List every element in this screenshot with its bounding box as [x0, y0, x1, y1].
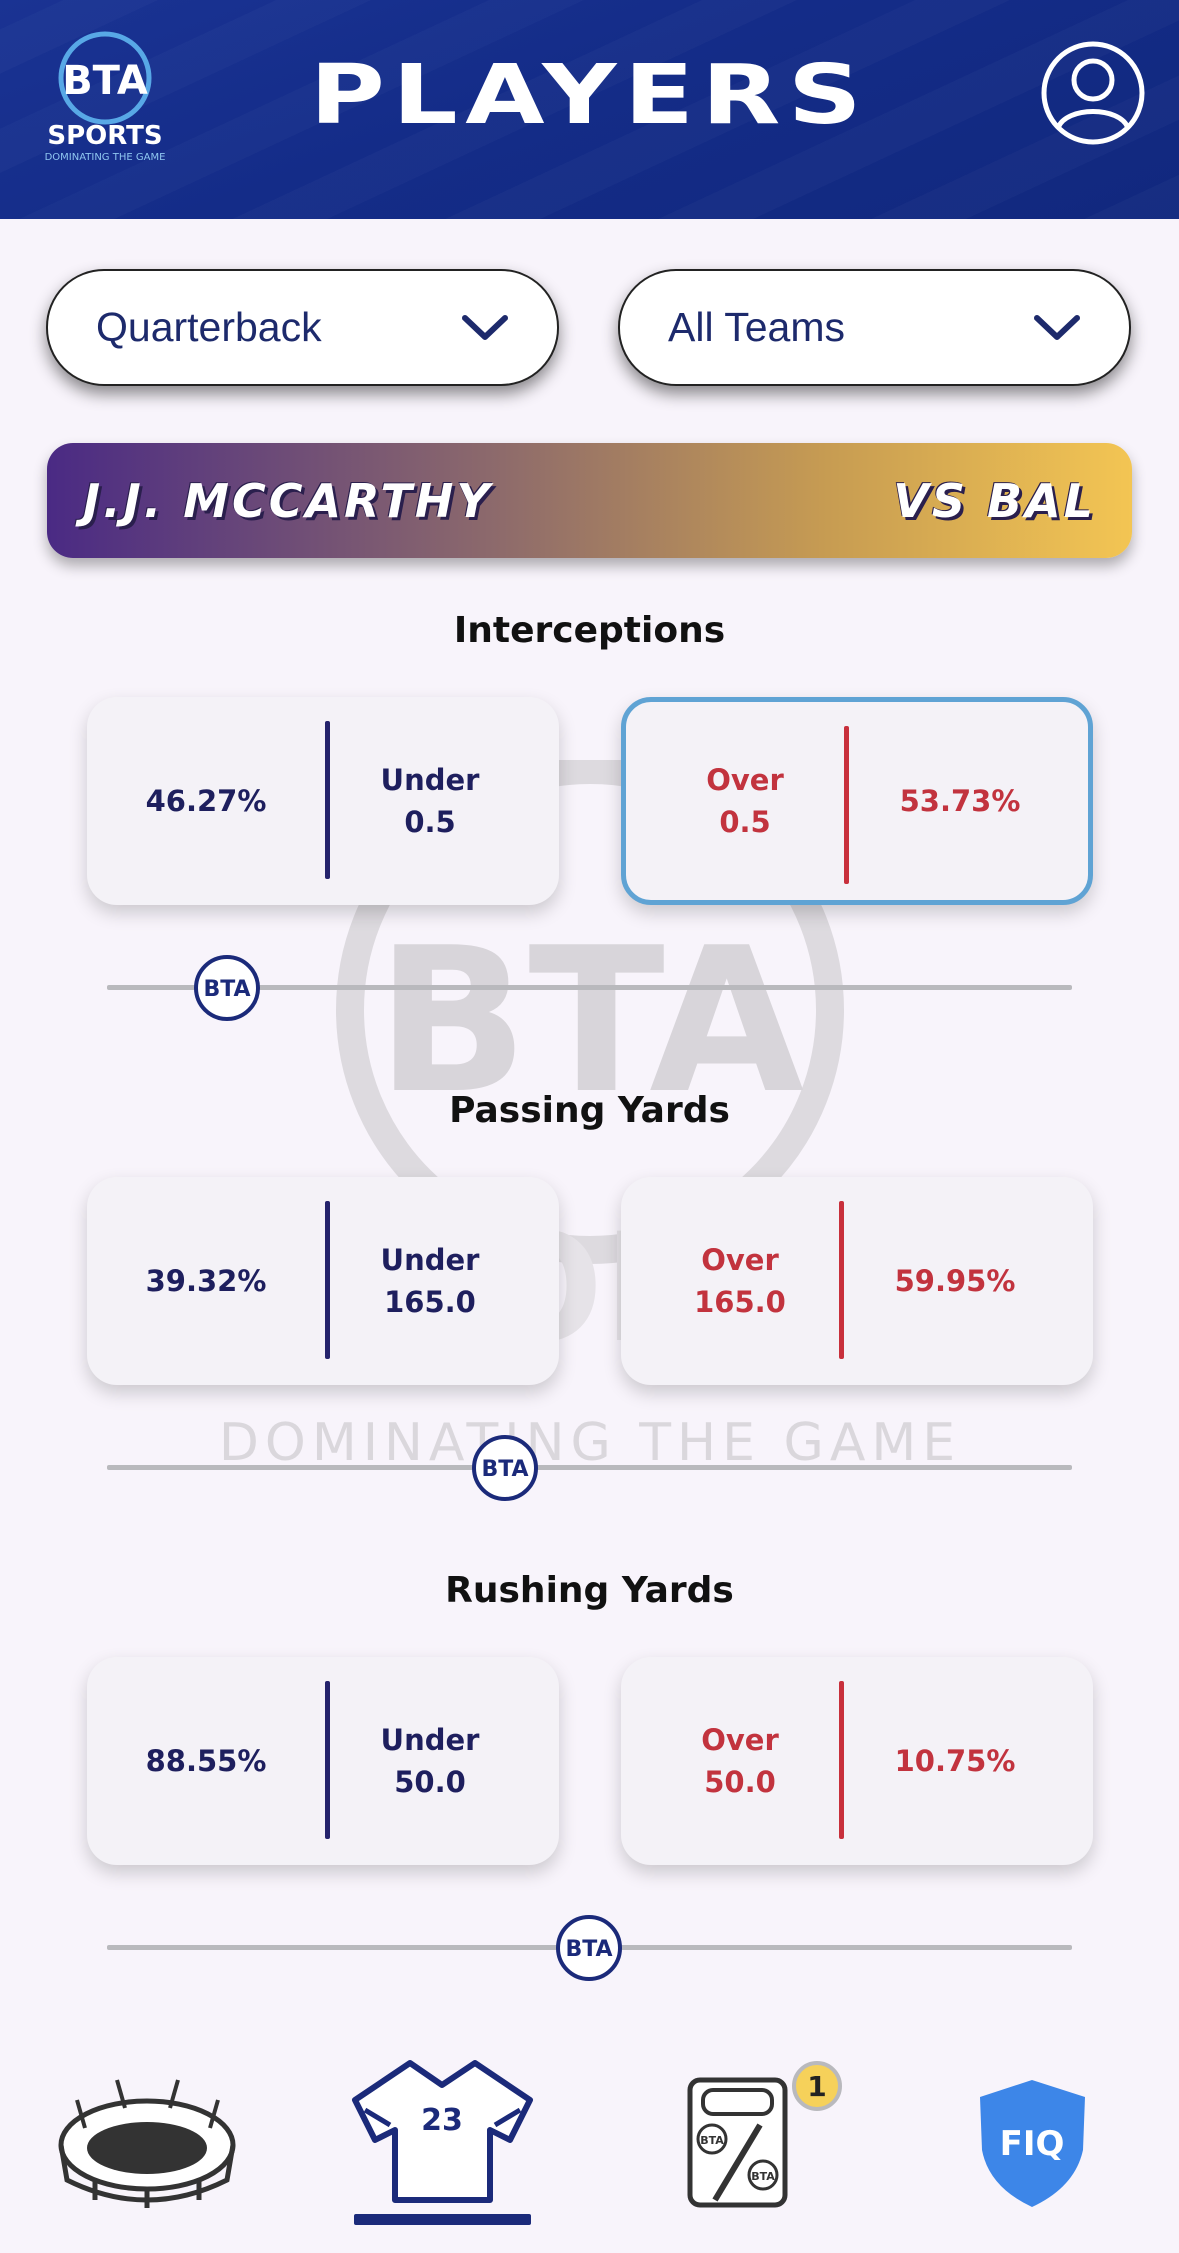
- team-select-value: All Teams: [668, 304, 845, 350]
- card-divider: [325, 1681, 330, 1839]
- chevron-down-icon: [462, 314, 508, 340]
- prop-slider-track[interactable]: [107, 985, 1072, 990]
- svg-text:BTA: BTA: [481, 1457, 528, 1482]
- svg-text:SPORTS: SPORTS: [47, 121, 162, 151]
- svg-text:BTA: BTA: [62, 58, 148, 104]
- svg-text:DOMINATING THE GAME: DOMINATING THE GAME: [219, 1413, 961, 1473]
- card-divider: [325, 721, 330, 879]
- player-name: J.J. MCCARTHY: [83, 473, 493, 528]
- position-select-value: Quarterback: [96, 304, 322, 350]
- svg-text:BTA: BTA: [751, 2170, 775, 2183]
- chevron-down-icon: [1034, 314, 1080, 340]
- prop-title-rushing-yards: Rushing Yards: [445, 1570, 734, 1611]
- svg-text:FIQ: FIQ: [1000, 2124, 1065, 2164]
- player-banner[interactable]: J.J. MCCARTHY VS BAL: [47, 443, 1132, 558]
- over-probability: 10.75%: [894, 1744, 1016, 1778]
- under-probability: 39.32%: [145, 1264, 267, 1298]
- app-header: BTA SPORTS DOMINATING THE GAME PLAYERS: [0, 0, 1179, 219]
- prop-slider-track[interactable]: [107, 1465, 1072, 1470]
- bta-sports-logo[interactable]: BTA SPORTS DOMINATING THE GAME: [30, 26, 180, 166]
- over-probability: 59.95%: [894, 1264, 1016, 1298]
- position-select[interactable]: Quarterback: [46, 269, 559, 386]
- jersey-icon[interactable]: 23: [350, 2055, 535, 2205]
- betslip-icon[interactable]: BTA BTA: [685, 2075, 790, 2210]
- team-select[interactable]: All Teams: [618, 269, 1131, 386]
- over-option-card[interactable]: Over 165.0 59.95%: [621, 1177, 1093, 1385]
- svg-text:BTA: BTA: [203, 977, 250, 1002]
- svg-text:BTA: BTA: [376, 905, 804, 1138]
- card-divider: [844, 726, 849, 884]
- over-option-card[interactable]: Over 50.0 10.75%: [621, 1657, 1093, 1865]
- page-title: PLAYERS: [309, 48, 870, 143]
- svg-text:DOMINATING THE GAME: DOMINATING THE GAME: [45, 152, 166, 163]
- card-divider: [325, 1201, 330, 1359]
- under-label: Under 0.5: [380, 763, 480, 839]
- over-label: Over 165.0: [694, 1243, 786, 1319]
- card-divider: [839, 1201, 844, 1359]
- bta-slider-handle-icon[interactable]: BTA: [555, 1914, 623, 1982]
- svg-text:BTA: BTA: [700, 2134, 724, 2147]
- opponent-label: VS BAL: [893, 473, 1096, 528]
- profile-icon[interactable]: [1040, 40, 1146, 146]
- svg-text:BTA: BTA: [565, 1937, 612, 1962]
- prop-title-interceptions: Interceptions: [453, 610, 726, 651]
- svg-text:23: 23: [421, 2103, 463, 2138]
- under-option-card[interactable]: 46.27% Under 0.5: [87, 697, 559, 905]
- over-option-card[interactable]: Over 0.5 53.73%: [621, 697, 1093, 905]
- under-label: Under 50.0: [380, 1723, 480, 1799]
- active-tab-indicator: [354, 2214, 531, 2225]
- bta-slider-handle-icon[interactable]: BTA: [193, 954, 261, 1022]
- under-option-card[interactable]: 39.32% Under 165.0: [87, 1177, 559, 1385]
- under-probability: 46.27%: [145, 784, 267, 818]
- betslip-count-badge: 1: [792, 2061, 842, 2111]
- stadium-icon[interactable]: [55, 2070, 240, 2210]
- prop-title-passing-yards: Passing Yards: [449, 1090, 730, 1131]
- card-divider: [839, 1681, 844, 1839]
- under-label: Under 165.0: [380, 1243, 480, 1319]
- over-label: Over 0.5: [706, 763, 784, 839]
- under-probability: 88.55%: [145, 1744, 267, 1778]
- over-label: Over 50.0: [701, 1723, 779, 1799]
- over-probability: 53.73%: [899, 784, 1021, 818]
- fiq-icon[interactable]: FIQ: [975, 2075, 1090, 2210]
- under-option-card[interactable]: 88.55% Under 50.0: [87, 1657, 559, 1865]
- bta-slider-handle-icon[interactable]: BTA: [471, 1434, 539, 1502]
